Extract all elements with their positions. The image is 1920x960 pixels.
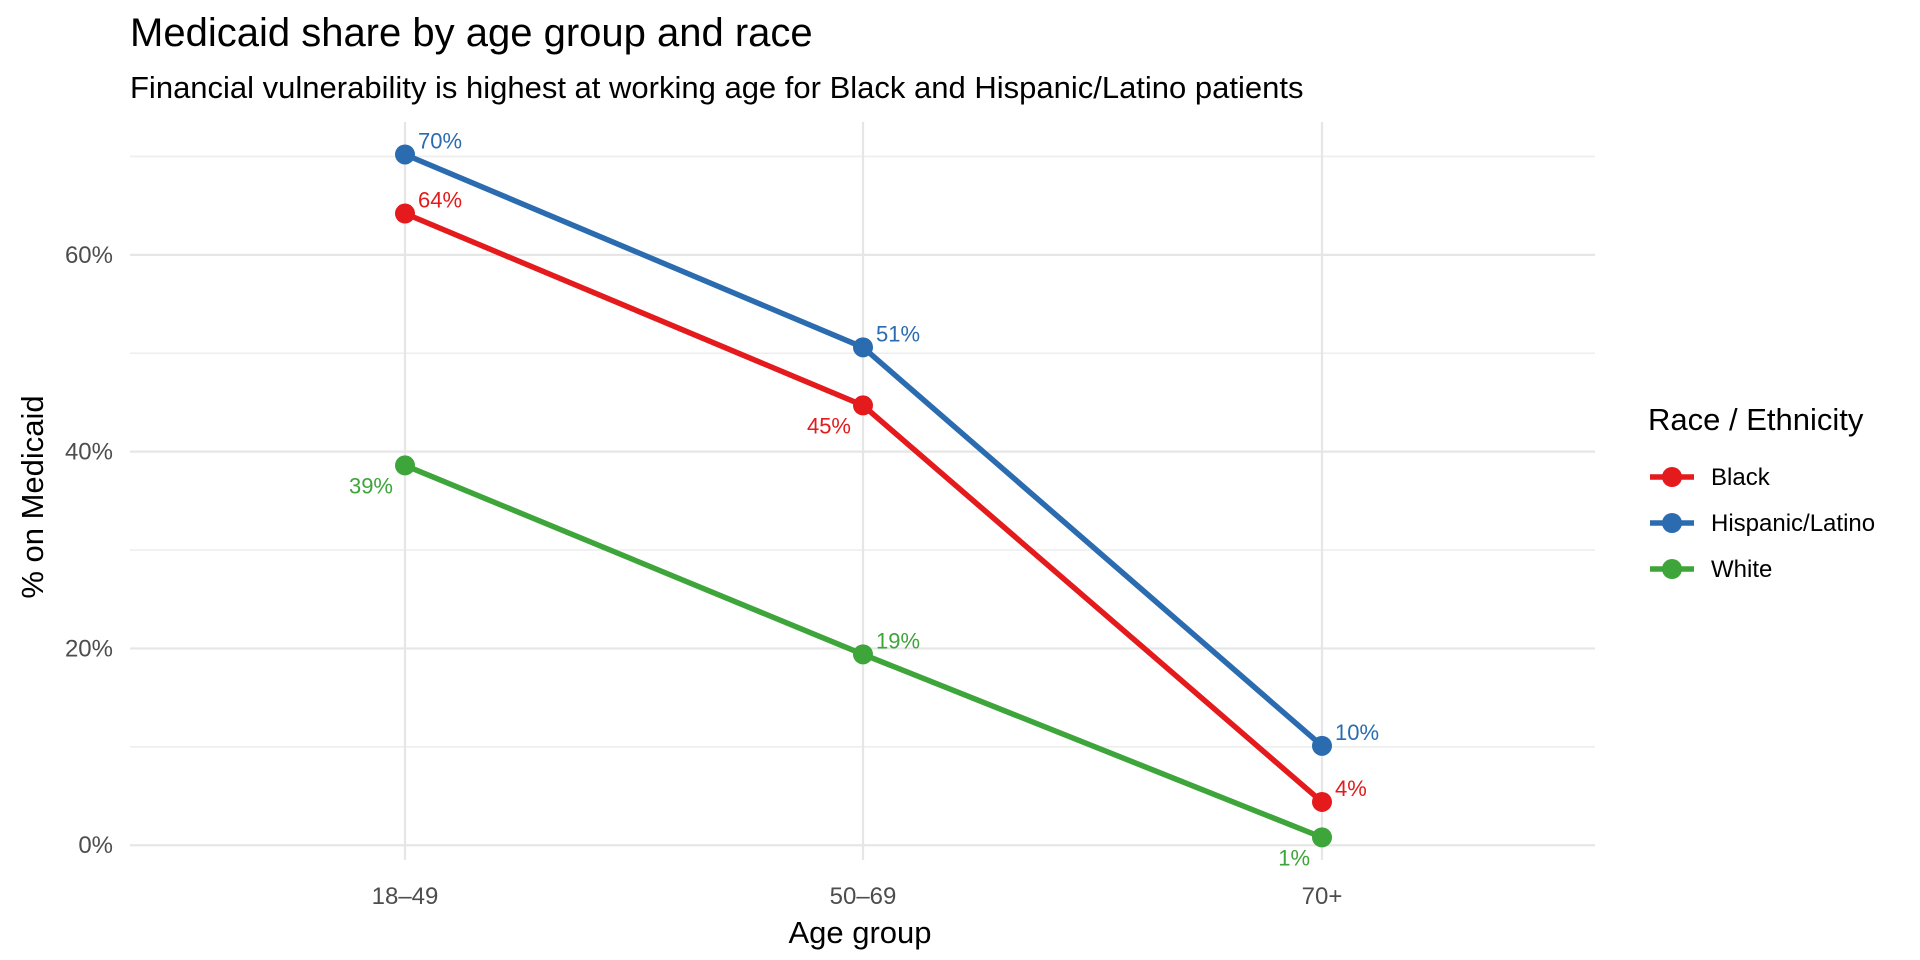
y-tick-label: 40%: [65, 439, 113, 466]
x-axis-title: Age group: [788, 915, 931, 950]
y-tick-label: 0%: [78, 832, 113, 859]
data-point: [853, 395, 873, 416]
legend-title: Race / Ethnicity: [1648, 402, 1864, 437]
series-2: 39% 19% 1%: [349, 455, 1332, 870]
y-tick-label: 20%: [65, 635, 113, 662]
legend: Race / Ethnicity Black Hispanic/Latino Whi…: [1648, 402, 1875, 583]
y-axis-title: % on Medicaid: [15, 395, 50, 598]
legend-item: Black: [1650, 464, 1771, 491]
legend-point-key: [1662, 513, 1682, 533]
data-point: [395, 144, 415, 165]
data-label: 19%: [876, 628, 920, 653]
x-tick-label: 70+: [1302, 883, 1343, 910]
legend-label: White: [1711, 556, 1772, 583]
legend-point-key: [1662, 467, 1682, 487]
legend-item: White: [1650, 556, 1772, 583]
chart-title: Medicaid share by age group and race: [130, 11, 813, 55]
y-tick-label: 60%: [65, 242, 113, 269]
data-label: 64%: [418, 188, 462, 213]
data-label: 70%: [418, 128, 462, 153]
data-label: 1%: [1278, 845, 1310, 870]
data-point: [395, 455, 415, 476]
data-label: 45%: [807, 413, 851, 438]
series-1: 70% 51% 10%: [395, 128, 1379, 756]
series-0: 64% 45% 4%: [395, 188, 1367, 812]
legend-label: Black: [1711, 464, 1771, 491]
data-label: 4%: [1335, 776, 1367, 801]
data-point: [853, 337, 873, 358]
legend-label: Hispanic/Latino: [1711, 510, 1875, 537]
legend-item: Hispanic/Latino: [1650, 510, 1875, 537]
data-point: [853, 644, 873, 665]
legend-point-key: [1662, 559, 1682, 579]
data-point: [1312, 827, 1332, 848]
chart-subtitle: Financial vulnerability is highest at wo…: [130, 70, 1303, 105]
data-label: 39%: [349, 473, 393, 498]
data-label: 51%: [876, 321, 920, 346]
axes: 0% 20% 40% 60% 18–49 50–69 70+: [65, 242, 1342, 910]
x-tick-label: 18–49: [372, 883, 439, 910]
data-point: [395, 203, 415, 224]
data-point: [1312, 791, 1332, 812]
data-point: [1312, 735, 1332, 756]
data-label: 10%: [1335, 720, 1379, 745]
series: 64% 45% 4% 70% 51% 10% 39% 19% 1%: [349, 128, 1379, 870]
x-tick-label: 50–69: [830, 883, 897, 910]
